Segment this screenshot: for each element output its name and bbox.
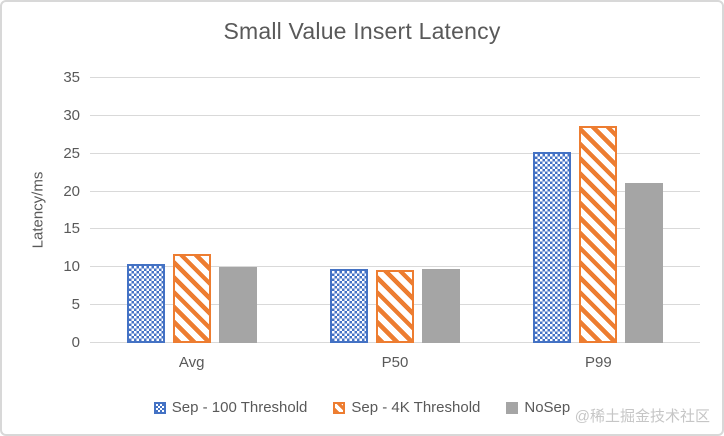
bar-sep-4k-threshold-p50 (375, 270, 414, 343)
ytick-5: 5 (71, 296, 80, 314)
bar-groups (90, 78, 700, 343)
ytick-25: 25 (63, 144, 80, 162)
ytick-35: 35 (63, 69, 80, 86)
bar-sep-100-threshold-p99 (533, 152, 572, 343)
legend-item-sep-100-threshold: Sep - 100 Threshold (153, 399, 308, 416)
gridline-35 (90, 77, 700, 78)
xlabel-p99: P99 (584, 354, 612, 371)
y-axis-ticks: 0 5 10 15 20 25 30 35 (2, 69, 80, 351)
legend-item-nosep: NoSep (506, 399, 570, 416)
gridline-30 (90, 114, 700, 116)
chart-title: Small Value Insert Latency (223, 18, 501, 44)
x-axis-labels: Avg P50 P99 (90, 354, 700, 371)
bar-nosep-p50 (421, 268, 460, 343)
ytick-30: 30 (63, 106, 80, 124)
xlabel-p50: P50 (381, 354, 409, 371)
xlabel-avg: Avg (178, 354, 205, 371)
bar-sep-100-threshold-p50 (329, 268, 368, 343)
bar-group-p99 (497, 78, 700, 343)
gridline-10 (90, 266, 700, 268)
ytick-15: 15 (63, 220, 80, 238)
legend-swatch-nosep (506, 401, 519, 414)
bar-group-p50 (293, 78, 496, 343)
bar-sep-100-threshold-avg (126, 264, 165, 343)
watermark: @稀土掘金技术社区 (574, 408, 710, 425)
bar-sep-4k-threshold-p99 (579, 126, 618, 343)
ytick-0: 0 (71, 334, 80, 351)
legend-swatch-sep-4k-threshold (333, 401, 346, 414)
ytick-20: 20 (63, 182, 80, 200)
legend-label-sep-100-threshold: Sep - 100 Threshold (171, 399, 308, 416)
ytick-10: 10 (63, 258, 80, 276)
gridline-25 (90, 152, 700, 154)
gridline-20 (90, 190, 700, 192)
legend-item-sep-4k-threshold: Sep - 4K Threshold (333, 399, 480, 416)
bar-nosep-p99 (625, 183, 664, 343)
bar-nosep-avg (218, 266, 257, 343)
bar-sep-4k-threshold-avg (172, 254, 211, 343)
bar-group-avg (90, 78, 293, 343)
legend-swatch-sep-100-threshold (153, 401, 166, 414)
plot-area (90, 77, 700, 343)
y-axis-label: Latency/ms (29, 171, 47, 249)
legend-label-nosep: NoSep (524, 399, 571, 416)
legend: Sep - 100 Threshold Sep - 4K Threshold NoS… (2, 399, 722, 416)
gridline-15 (90, 228, 700, 230)
legend-label-sep-4k-threshold: Sep - 4K Threshold (351, 399, 481, 416)
